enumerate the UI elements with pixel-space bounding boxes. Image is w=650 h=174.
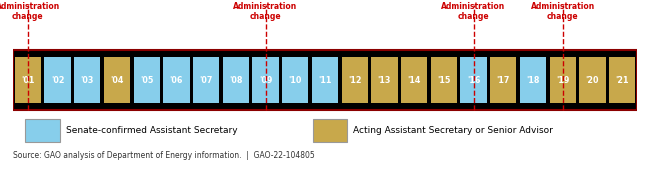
- Bar: [282, 57, 308, 103]
- Text: Administration
change: Administration change: [441, 2, 506, 21]
- Text: '05: '05: [140, 76, 153, 85]
- Bar: [193, 57, 219, 103]
- Bar: [252, 57, 279, 103]
- Text: '10: '10: [289, 76, 302, 85]
- Text: '09: '09: [259, 76, 272, 85]
- Text: '21: '21: [616, 76, 629, 85]
- Text: '17: '17: [497, 76, 510, 85]
- Bar: [431, 57, 457, 103]
- Bar: [163, 57, 190, 103]
- Bar: [550, 57, 576, 103]
- Bar: [104, 57, 130, 103]
- Text: '11: '11: [318, 76, 332, 85]
- Text: '02: '02: [51, 76, 64, 85]
- Bar: [223, 57, 249, 103]
- Bar: [312, 57, 338, 103]
- Text: '08: '08: [229, 76, 242, 85]
- Text: Acting Assistant Secretary or Senior Advisor: Acting Assistant Secretary or Senior Adv…: [353, 126, 553, 135]
- Text: '07: '07: [200, 76, 213, 85]
- Bar: [25, 119, 60, 142]
- Text: '01: '01: [21, 76, 34, 85]
- Text: '19: '19: [556, 76, 569, 85]
- Bar: [134, 57, 160, 103]
- Text: '04: '04: [111, 76, 124, 85]
- Bar: [15, 57, 41, 103]
- Text: '15: '15: [437, 76, 450, 85]
- Bar: [371, 57, 398, 103]
- Bar: [342, 57, 368, 103]
- Text: '20: '20: [586, 76, 599, 85]
- Bar: [609, 57, 635, 103]
- Text: '18: '18: [526, 76, 539, 85]
- Bar: [490, 57, 516, 103]
- Text: '03: '03: [81, 76, 94, 85]
- Text: '16: '16: [467, 76, 480, 85]
- Text: Source: GAO analysis of Department of Energy information.  |  GAO-22-104805: Source: GAO analysis of Department of En…: [13, 151, 315, 160]
- Bar: [44, 57, 71, 103]
- Text: Senate-confirmed Assistant Secretary: Senate-confirmed Assistant Secretary: [66, 126, 238, 135]
- Bar: [401, 57, 427, 103]
- Text: '06: '06: [170, 76, 183, 85]
- Bar: [460, 57, 487, 103]
- Bar: [579, 57, 606, 103]
- Text: '13: '13: [378, 76, 391, 85]
- Text: '14: '14: [408, 76, 421, 85]
- Bar: [313, 119, 347, 142]
- Text: '12: '12: [348, 76, 361, 85]
- Text: Administration
change: Administration change: [233, 2, 298, 21]
- Bar: [74, 57, 100, 103]
- Text: Administration
change: Administration change: [530, 2, 595, 21]
- Bar: [520, 57, 546, 103]
- Text: Administration
change: Administration change: [0, 2, 60, 21]
